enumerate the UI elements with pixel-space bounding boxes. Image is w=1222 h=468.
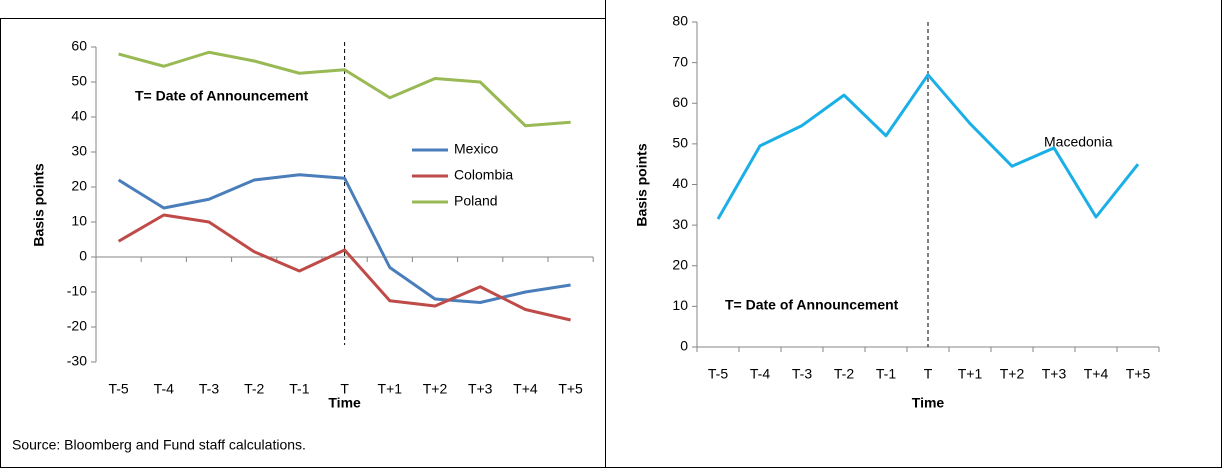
series-label: Macedonia [1044, 134, 1113, 150]
y-tick-label: -20 [67, 318, 87, 334]
x-tick-label: T-4 [154, 381, 174, 397]
x-axis-label: Time [912, 395, 945, 411]
series-line [118, 50, 571, 128]
y-tick-label: 60 [672, 94, 688, 110]
x-tick-label: T-3 [792, 366, 812, 382]
left-panel-border [0, 18, 606, 468]
x-tick-label: T+5 [1126, 366, 1151, 382]
series-line [117, 213, 571, 322]
annotation: T= Date of Announcement [135, 88, 309, 104]
x-tick-label: T+1 [378, 381, 403, 397]
x-axis-label: Time [328, 395, 361, 411]
x-tick-label: T+1 [958, 366, 983, 382]
legend-label: Poland [454, 193, 498, 209]
y-tick-label: 20 [672, 256, 688, 272]
y-tick-label: 10 [71, 213, 87, 229]
legend-label: Mexico [454, 141, 499, 157]
series-line [716, 73, 1140, 220]
y-tick-label: 70 [672, 53, 688, 69]
x-tick-label: T [340, 381, 349, 397]
x-tick-label: T-5 [108, 381, 128, 397]
y-tick-label: 50 [71, 73, 87, 89]
y-tick-label: 0 [79, 248, 87, 264]
x-tick-label: T-1 [289, 381, 309, 397]
x-tick-label: T-1 [876, 366, 896, 382]
y-tick-label: 60 [71, 38, 87, 54]
x-tick-label: T+2 [423, 381, 448, 397]
y-tick-label: 10 [672, 297, 688, 313]
x-tick-label: T+2 [1000, 366, 1025, 382]
y-tick-label: 0 [680, 338, 688, 354]
y-tick-label: 40 [71, 108, 87, 124]
series-line [117, 173, 571, 304]
x-tick-label: T+5 [558, 381, 583, 397]
x-tick-label: T+3 [468, 381, 493, 397]
y-tick-label: 20 [71, 178, 87, 194]
x-tick-label: T-2 [244, 381, 264, 397]
x-tick-label: T+3 [1042, 366, 1067, 382]
x-tick-label: T-3 [199, 381, 219, 397]
x-tick-label: T-4 [750, 366, 770, 382]
x-tick-label: T [924, 366, 933, 382]
x-tick-label: T-2 [834, 366, 854, 382]
annotation: T= Date of Announcement [725, 297, 899, 313]
x-tick-label: T+4 [1084, 366, 1109, 382]
y-axis-label: Basis points [634, 143, 650, 226]
y-tick-label: 40 [672, 175, 688, 191]
y-tick-label: 50 [672, 135, 688, 151]
y-tick-label: 80 [672, 13, 688, 29]
y-tick-label: -30 [67, 353, 87, 369]
legend-label: Colombia [454, 167, 513, 183]
x-tick-label: T+4 [513, 381, 538, 397]
y-tick-label: -10 [67, 283, 87, 299]
source-note: Source: Bloomberg and Fund staff calcula… [12, 437, 306, 453]
y-tick-label: 30 [71, 143, 87, 159]
y-tick-label: 30 [672, 216, 688, 232]
x-tick-label: T-5 [708, 366, 728, 382]
y-axis-label: Basis points [31, 163, 47, 246]
